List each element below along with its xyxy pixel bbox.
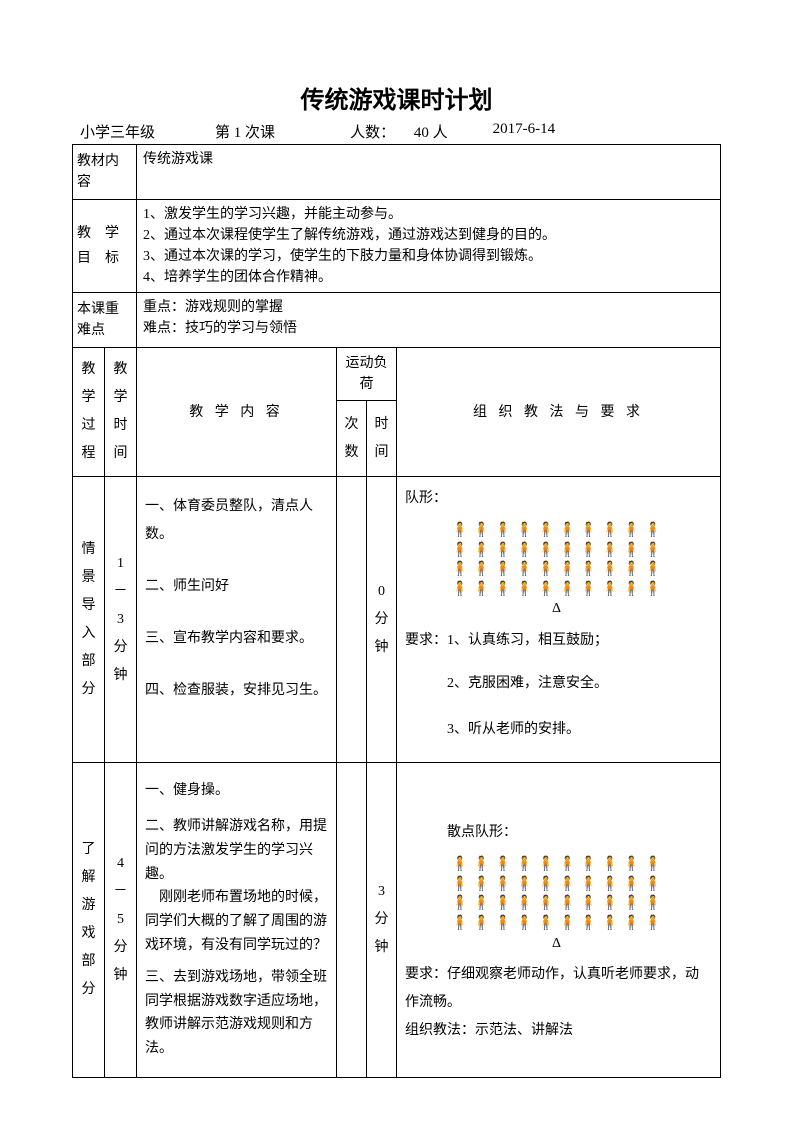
section-2-time: 4－5分钟 (105, 763, 137, 1078)
s2-formation: 🧍🧍🧍🧍🧍🧍🧍🧍🧍🧍 🧍🧍🧍🧍🧍🧍🧍🧍🧍🧍 🧍🧍🧍🧍🧍🧍🧍🧍🧍🧍 🧍🧍🧍🧍🧍🧍🧍… (405, 855, 712, 953)
formation-row: 🧍🧍🧍🧍🧍🧍🧍🧍🧍🧍 (405, 914, 712, 934)
formation-row: 🧍🧍🧍🧍🧍🧍🧍🧍🧍🧍 (405, 521, 712, 541)
page-subtitle: 小学三年级 第 1 次课 人数： 40 人 2017-6-14 (72, 121, 721, 142)
s1-content-4: 四、检查服装，安排见习生。 (145, 677, 328, 705)
page-title: 传统游戏课时计划 (72, 80, 721, 115)
section-2-row: 了解游戏部分 4－5分钟 一、健身操。 二、教师讲解游戏名称，用提问的方法激发学… (73, 763, 721, 1078)
triangle-icon: Δ (405, 934, 712, 954)
header-load: 运动负荷 (337, 348, 397, 401)
lesson-text: 第 1 次课 (215, 121, 275, 142)
formation-row: 🧍🧍🧍🧍🧍🧍🧍🧍🧍🧍 (405, 875, 712, 895)
header-count: 次数 (337, 401, 367, 477)
section-1-name: 情景导入部分 (73, 477, 105, 763)
s1-content-2: 二、师生问好 (145, 573, 328, 601)
header-method: 组 织 教 法 与 要 求 (397, 348, 721, 477)
s1-content-1: 一、体育委员整队，清点人数。 (145, 493, 328, 549)
grade-text: 小学三年级 (80, 121, 155, 142)
header-content: 教 学 内 容 (137, 348, 337, 477)
header-process: 教学过程 (73, 348, 105, 477)
difficulty-row: 本课重难点 重点：游戏规则的掌握 难点：技巧的学习与领悟 (73, 293, 721, 348)
s2-content-4: 三、去到游戏场地，带领全班同学根据游戏数字适应场地，教师讲解示范游戏规则和方法。 (145, 966, 328, 1061)
date-text: 2017-6-14 (493, 121, 556, 142)
formation-row: 🧍🧍🧍🧍🧍🧍🧍🧍🧍🧍 (405, 855, 712, 875)
section-1-duration: 0分钟 (367, 477, 397, 763)
formation-row: 🧍🧍🧍🧍🧍🧍🧍🧍🧍🧍 (405, 560, 712, 580)
section-2-name: 了解游戏部分 (73, 763, 105, 1078)
section-2-duration: 3分钟 (367, 763, 397, 1078)
goal-line-4: 4、培养学生的团体合作精神。 (143, 267, 714, 288)
spacer (448, 121, 493, 142)
section-1-row: 情景导入部分 1－3分钟 一、体育委员整队，清点人数。 二、师生问好 三、宣布教… (73, 477, 721, 763)
spacer (395, 121, 414, 142)
s1-formation-label: 队形： (405, 485, 712, 513)
section-2-count (337, 763, 367, 1078)
section-1-content: 一、体育委员整队，清点人数。 二、师生问好 三、宣布教学内容和要求。 四、检查服… (137, 477, 337, 763)
spacer (155, 121, 215, 142)
difficulty-label: 本课重难点 (73, 293, 137, 348)
goal-line-1: 1、激发学生的学习兴趣，并能主动参与。 (143, 204, 714, 225)
s2-content-1: 一、健身操。 (145, 779, 328, 803)
goals-row: 教 学 目 标 1、激发学生的学习兴趣，并能主动参与。 2、通过本次课程使学生了… (73, 200, 721, 293)
lesson-plan-table: 教材内 容 传统游戏课 教 学 目 标 1、激发学生的学习兴趣，并能主动参与。 … (72, 144, 721, 1078)
formation-row: 🧍🧍🧍🧍🧍🧍🧍🧍🧍🧍 (405, 894, 712, 914)
difficulty-line-1: 重点：游戏规则的掌握 (143, 297, 714, 318)
material-label: 教材内 容 (73, 145, 137, 200)
goal-line-2: 2、通过本次课程使学生了解传统游戏，通过游戏达到健身的目的。 (143, 225, 714, 246)
s1-req-3: 3、听从老师的安排。 (405, 713, 712, 747)
people-label: 人数： (350, 121, 395, 142)
material-value: 传统游戏课 (137, 145, 721, 200)
s2-req-2: 组织教法：示范法、讲解法 (405, 1017, 712, 1045)
s1-req-2: 2、克服困难，注意安全。 (405, 667, 712, 701)
section-1-method: 队形： 🧍🧍🧍🧍🧍🧍🧍🧍🧍🧍 🧍🧍🧍🧍🧍🧍🧍🧍🧍🧍 🧍🧍🧍🧍🧍🧍🧍🧍🧍🧍 🧍🧍🧍… (397, 477, 721, 763)
section-1-time: 1－3分钟 (105, 477, 137, 763)
header-row-1: 教学过程 教学时间 教 学 内 容 运动负荷 组 织 教 法 与 要 求 (73, 348, 721, 401)
s2-req-1: 要求：仔细观察老师动作，认真听老师要求，动作流畅。 (405, 961, 712, 1017)
difficulty-line-2: 难点：技巧的学习与领悟 (143, 318, 714, 339)
section-1-count (337, 477, 367, 763)
s2-formation-label: 散点队形： (405, 819, 712, 847)
people-count: 40 人 (414, 121, 448, 142)
spacer (275, 121, 350, 142)
s2-content-2: 二、教师讲解游戏名称，用提问的方法激发学生的学习兴趣。 (145, 815, 328, 886)
header-duration: 时间 (367, 401, 397, 477)
section-2-method: 散点队形： 🧍🧍🧍🧍🧍🧍🧍🧍🧍🧍 🧍🧍🧍🧍🧍🧍🧍🧍🧍🧍 🧍🧍🧍🧍🧍🧍🧍🧍🧍🧍 🧍… (397, 763, 721, 1078)
header-time: 教学时间 (105, 348, 137, 477)
s1-formation: 🧍🧍🧍🧍🧍🧍🧍🧍🧍🧍 🧍🧍🧍🧍🧍🧍🧍🧍🧍🧍 🧍🧍🧍🧍🧍🧍🧍🧍🧍🧍 🧍🧍🧍🧍🧍🧍🧍… (405, 521, 712, 619)
formation-row: 🧍🧍🧍🧍🧍🧍🧍🧍🧍🧍 (405, 580, 712, 600)
goals-content: 1、激发学生的学习兴趣，并能主动参与。 2、通过本次课程使学生了解传统游戏，通过… (137, 200, 721, 293)
goals-label: 教 学 目 标 (73, 200, 137, 293)
material-row: 教材内 容 传统游戏课 (73, 145, 721, 200)
section-2-content: 一、健身操。 二、教师讲解游戏名称，用提问的方法激发学生的学习兴趣。 刚刚老师布… (137, 763, 337, 1078)
s2-content-3: 刚刚老师布置场地的时候，同学们大概的了解了周围的游戏环境，有没有同学玩过的？ (145, 886, 328, 957)
triangle-icon: Δ (405, 599, 712, 619)
formation-row: 🧍🧍🧍🧍🧍🧍🧍🧍🧍🧍 (405, 541, 712, 561)
goal-line-3: 3、通过本次课的学习，使学生的下肢力量和身体协调得到锻炼。 (143, 246, 714, 267)
s1-content-3: 三、宣布教学内容和要求。 (145, 625, 328, 653)
s1-req-1: 要求：1、认真练习，相互鼓励； (405, 627, 712, 655)
difficulty-content: 重点：游戏规则的掌握 难点：技巧的学习与领悟 (137, 293, 721, 348)
